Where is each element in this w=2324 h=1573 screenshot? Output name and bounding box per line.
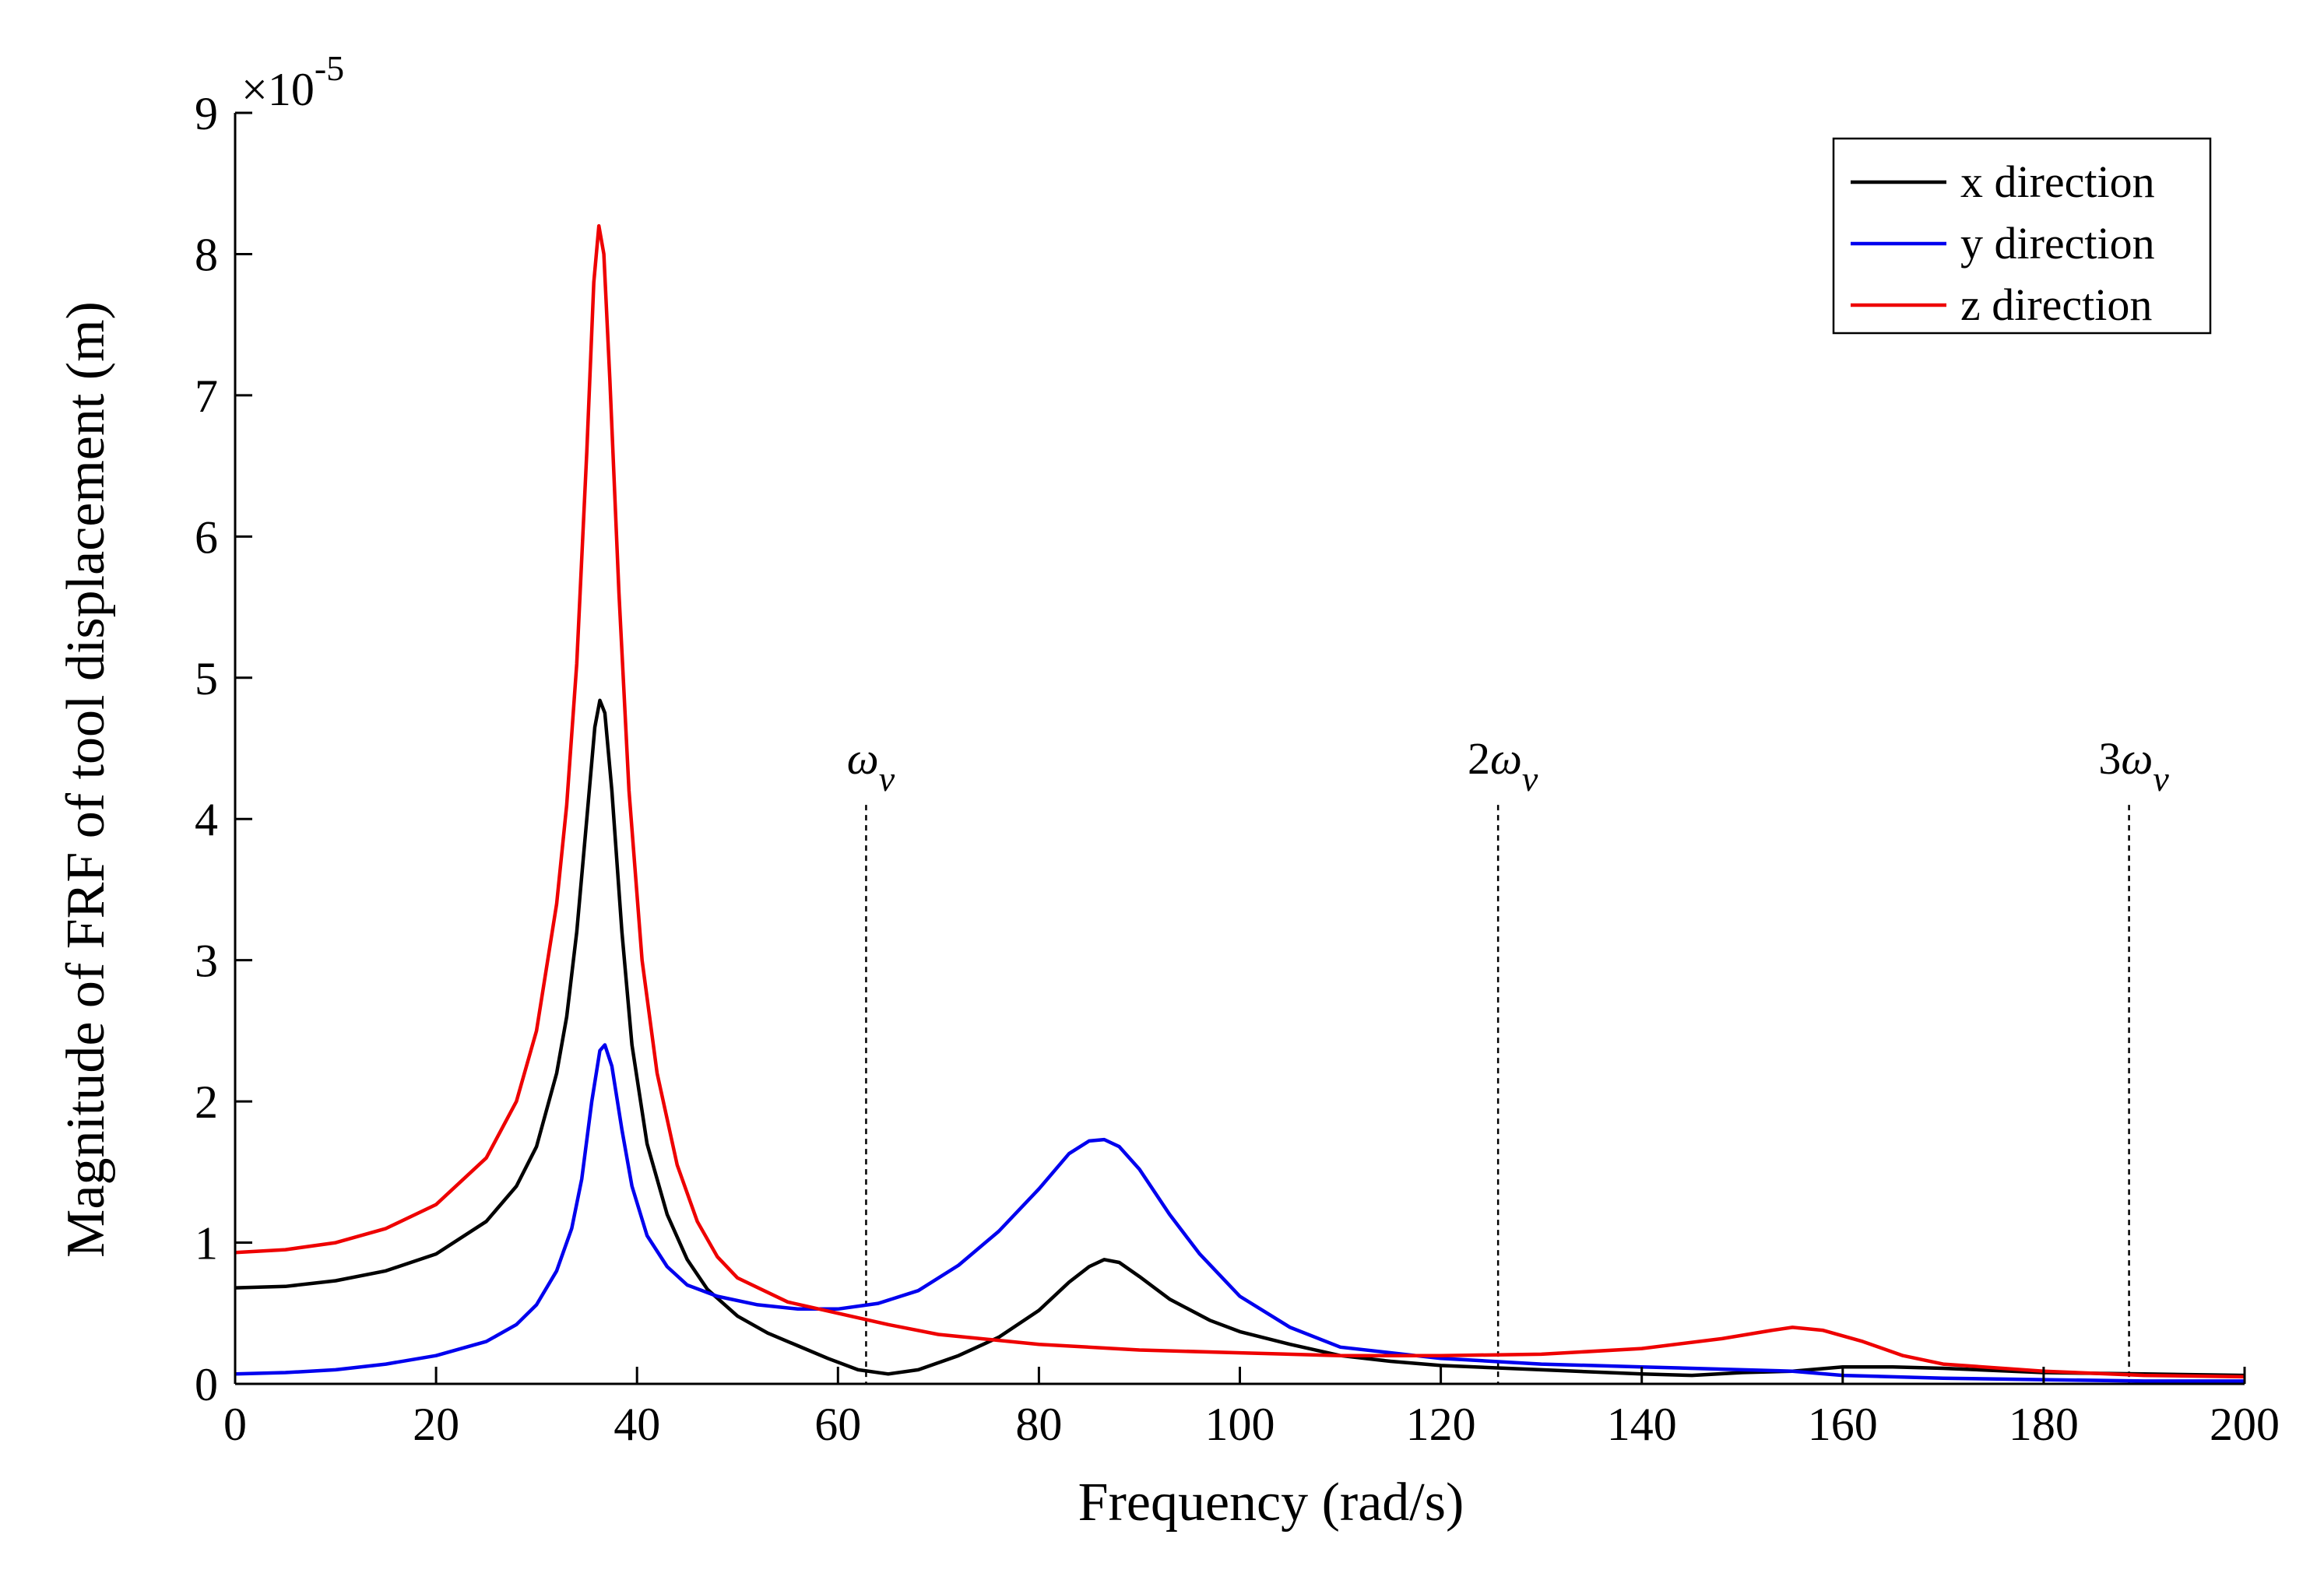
axes-layer: 0 20 40 60 80 100 120 140 160 180 200 0 1 2 3 4 5 6 7 8 9 ×10…: [56, 48, 2280, 1533]
series-line-z-direction: [235, 223, 2245, 1379]
legend-box: [1832, 137, 2212, 335]
harmonic-label-2: 2ωv: [1468, 733, 1538, 799]
x-tick-label: 200: [2210, 1399, 2280, 1450]
y-tick-label: 3: [195, 936, 218, 987]
x-tick-label: 100: [1205, 1399, 1275, 1450]
legend-entry: x direction: [1960, 156, 2155, 207]
y-axis-label: Magnitude of FRF of tool displacement (m…: [56, 301, 116, 1258]
x-tick-label: 160: [1808, 1399, 1878, 1450]
legend: x direction y direction z direction: [1832, 137, 2212, 335]
harmonic-label-1: ωv: [847, 733, 895, 799]
x-axis-label: Frequency (rad/s): [1078, 1473, 1464, 1533]
harmonic-label-3: 3ωv: [2098, 733, 2169, 799]
y-tick-label: 0: [195, 1359, 218, 1410]
y-tick-label: 7: [195, 370, 218, 422]
legend-entry: y direction: [1960, 218, 2155, 269]
legend-entry: z direction: [1960, 279, 2152, 330]
series-line-y-direction: [235, 1043, 2245, 1383]
x-tick-label: 120: [1406, 1399, 1476, 1450]
x-tick-label: 40: [614, 1399, 660, 1450]
x-tick-label: 0: [223, 1399, 247, 1450]
y-multiplier: ×10-5: [241, 48, 344, 115]
x-tick-label: 140: [1607, 1399, 1677, 1450]
x-tick-label: 60: [814, 1399, 861, 1450]
y-tick-label: 5: [195, 653, 218, 704]
series-line-x-direction: [235, 698, 2245, 1378]
y-tick-label: 8: [195, 229, 218, 280]
x-tick-label: 80: [1015, 1399, 1062, 1450]
x-tick-label: 180: [2009, 1399, 2079, 1450]
y-tick-label: 9: [195, 88, 218, 139]
x-tick-label: 20: [413, 1399, 459, 1450]
y-tick-label: 4: [195, 794, 218, 845]
plot-layer: ωv 2ωv 3ωv: [235, 223, 2245, 1384]
y-tick-label: 1: [195, 1218, 218, 1269]
y-tick-label: 2: [195, 1076, 218, 1128]
y-tick-label: 6: [195, 511, 218, 563]
